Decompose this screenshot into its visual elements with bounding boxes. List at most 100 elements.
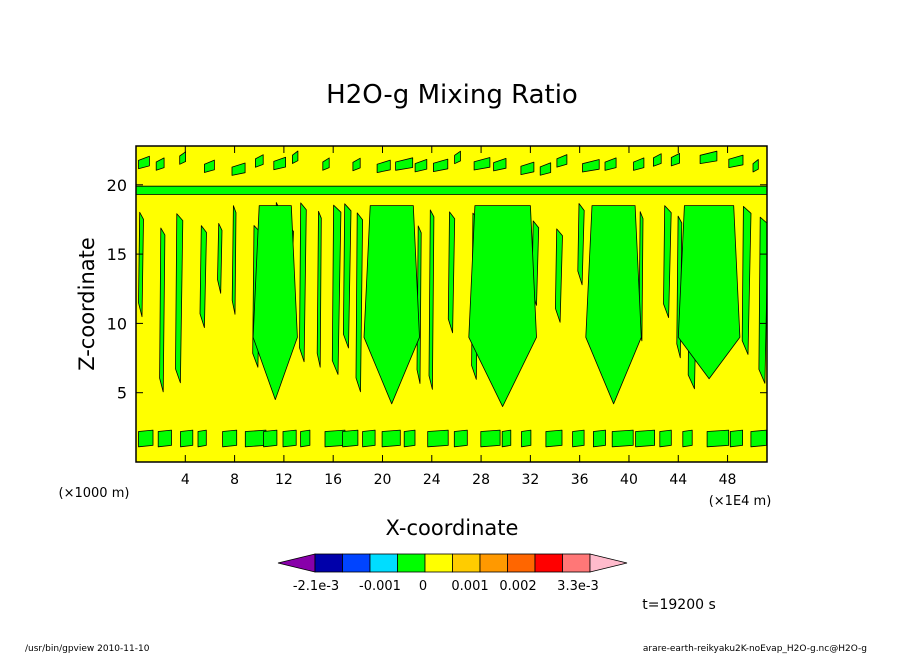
y-tick-label: 15 [107, 245, 127, 264]
cloud-column [363, 205, 420, 405]
low-band-blob [572, 429, 585, 448]
plume [231, 205, 237, 315]
plume [175, 213, 184, 384]
colorbar-label: -2.1e-3 [293, 579, 339, 594]
x-unit-left: (×1000 m) [59, 486, 130, 501]
plume [663, 205, 672, 318]
low-band-blob [427, 429, 449, 448]
top-band-blob [255, 154, 264, 168]
low-band-blob [324, 429, 346, 448]
plot-frame [135, 145, 768, 463]
low-band-blob [480, 429, 501, 448]
low-band-blob [682, 429, 693, 448]
y-axis-ticks: 5 10 15 20 [107, 176, 767, 403]
y-tick-label: 5 [117, 384, 127, 403]
colorbar-box [534, 553, 563, 573]
time-label: t=19200 s [642, 597, 716, 613]
x-tick-label: 36 [571, 472, 589, 488]
cloud-column [677, 205, 741, 380]
top-band-blob [539, 162, 552, 176]
colorbar-label: 0 [419, 579, 427, 594]
colorbar-label: 0.001 [451, 579, 488, 594]
low-band-blob [362, 429, 376, 448]
low-band-blob [300, 429, 311, 448]
colorbar-label: 0.002 [499, 579, 536, 594]
low-band-blob [180, 429, 194, 448]
low-band-blob [197, 429, 207, 448]
top-band-blob [231, 162, 246, 176]
x-unit-right: (×1E4 m) [709, 494, 772, 509]
top-band-blob [633, 157, 645, 171]
top-band-blob [273, 156, 286, 171]
top-band-blob [376, 159, 391, 173]
top-band-blob [454, 150, 461, 165]
x-axis-ticks: 4 8 12 16 20 24 28 32 36 40 44 48 [181, 146, 737, 488]
low-band-blob [593, 429, 606, 448]
top-band-blob [433, 158, 449, 172]
x-tick-label: 44 [669, 472, 687, 488]
top-band-blob [395, 157, 414, 171]
plume [299, 202, 307, 363]
footer-left: /usr/bin/gpview 2010-11-10 [25, 644, 150, 654]
top-band-blob [352, 157, 361, 172]
plume [447, 211, 456, 334]
colorbar [277, 553, 628, 573]
low-band-blob [157, 429, 172, 448]
top-band-blob [179, 151, 186, 165]
plume [138, 211, 144, 318]
colorbar-box [562, 553, 591, 573]
colorbar-labels: -2.1e-3 -0.001 0 0.001 0.002 3.3e-3 [293, 579, 599, 594]
colorbar-box [369, 553, 398, 573]
top-band-blob [204, 159, 215, 173]
top-band-blob [670, 153, 680, 167]
colorbar-box [342, 553, 371, 573]
low-band-blob [342, 429, 359, 448]
y-axis-label: Z-coordinate [75, 237, 99, 371]
cloud-column [468, 205, 537, 407]
x-tick-label: 4 [181, 472, 190, 488]
low-band-blob [521, 429, 532, 448]
top-band-blob [556, 154, 568, 168]
plume [355, 212, 363, 393]
top-band-blob [155, 157, 165, 171]
top-band-blob [752, 159, 759, 173]
low-band-blob [706, 429, 730, 448]
plume [316, 210, 322, 368]
top-band-blob [292, 150, 299, 164]
y-tick-label: 10 [107, 314, 127, 333]
x-tick-label: 32 [521, 472, 539, 488]
top-band-blob [653, 153, 662, 167]
top-band-blob [322, 157, 330, 171]
top-band-blob [414, 159, 428, 173]
y-tick-label: 20 [107, 176, 127, 195]
plume [217, 223, 223, 294]
low-band-blob [282, 429, 297, 448]
low-band-blob [381, 429, 401, 448]
x-tick-label: 48 [719, 472, 737, 488]
low-band-blob [659, 429, 672, 448]
band-z20 [136, 185, 767, 195]
footer-right: arare-earth-reikyaku2K-noEvap_H2O-g.nc@H… [643, 644, 867, 654]
top-band-blob [493, 158, 507, 172]
low-band-blob [403, 429, 416, 448]
plume [428, 209, 435, 390]
cloud-column [585, 205, 642, 405]
low-band-blob [138, 429, 154, 448]
colorbar-box [314, 553, 343, 573]
x-tick-label: 28 [472, 472, 490, 488]
x-tick-label: 24 [423, 472, 441, 488]
top-band-blob [520, 161, 535, 175]
x-tick-label: 40 [620, 472, 638, 488]
plume [555, 228, 563, 323]
colorbar-box [452, 553, 481, 573]
low-band-blob [635, 429, 655, 448]
colorbar-box [424, 553, 453, 573]
low-band-blob [453, 429, 468, 448]
top-band-blob [582, 159, 600, 173]
plume [343, 203, 352, 349]
low-band-blob [263, 429, 278, 448]
mixing-ratio-field [136, 150, 767, 448]
low-band-blob [545, 429, 563, 448]
